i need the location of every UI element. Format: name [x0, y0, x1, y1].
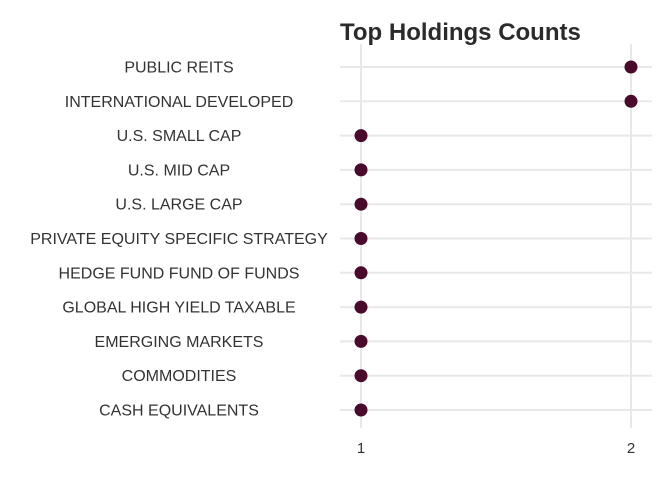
data-point [624, 94, 638, 108]
data-point [354, 300, 368, 314]
category-label: HEDGE FUND FUND OF FUNDS [59, 265, 300, 282]
category-label: PUBLIC REITS [124, 60, 233, 77]
category-label: U.S. MID CAP [128, 162, 230, 179]
category-label: PRIVATE EQUITY SPECIFIC STRATEGY [30, 231, 328, 248]
category-labels: PUBLIC REITS INTERNATIONAL DEVELOPED U.S. … [30, 60, 328, 420]
category-label: INTERNATIONAL DEVELOPED [65, 94, 294, 111]
data-point [354, 232, 368, 245]
grid-lines [340, 44, 652, 428]
x-tick-label: 2 [627, 440, 635, 457]
data-point [624, 60, 638, 74]
data-point [354, 334, 368, 348]
category-label: CASH EQUIVALENTS [99, 403, 259, 420]
category-label: GLOBAL HIGH YIELD TAXABLE [62, 300, 295, 317]
data-points [354, 60, 638, 417]
x-tick-label: 1 [357, 440, 365, 457]
data-point [354, 197, 368, 211]
category-label: U.S. SMALL CAP [117, 128, 242, 145]
data-point [354, 403, 368, 417]
category-label: EMERGING MARKETS [95, 334, 264, 351]
category-label: U.S. LARGE CAP [115, 197, 242, 214]
data-point [354, 129, 368, 143]
data-point [354, 163, 368, 177]
data-point [354, 369, 368, 383]
category-label: COMMODITIES [122, 368, 237, 385]
data-point [354, 266, 368, 280]
chart-title: Top Holdings Counts [340, 19, 581, 46]
